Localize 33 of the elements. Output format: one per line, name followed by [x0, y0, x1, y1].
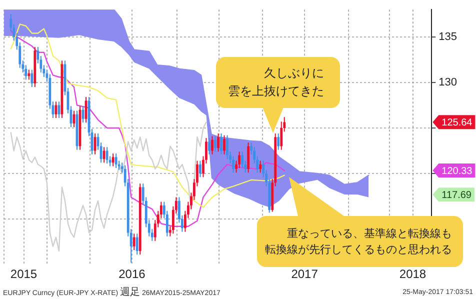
candlestick	[136, 233, 138, 256]
candlestick	[217, 132, 220, 152]
annotation: 重なっている、基準線と転換線も転換線が先行してくるものと思われる	[264, 226, 453, 258]
y-tick-label: 135	[438, 30, 458, 43]
candlestick	[30, 69, 34, 88]
candlestick	[241, 151, 244, 169]
candlestick	[199, 160, 202, 178]
x-tick-label: 2016	[118, 267, 146, 282]
x-tick-label: 2017	[291, 267, 318, 282]
candlestick	[220, 132, 222, 155]
candlestick	[214, 136, 216, 152]
candlestick	[208, 138, 210, 155]
candlestick	[112, 152, 114, 167]
candlestick	[259, 160, 262, 174]
candlestick	[247, 142, 250, 174]
candlestick	[226, 134, 228, 160]
annotation: 久しぶりに雲を上抜けてきた	[228, 65, 326, 100]
candlestick	[132, 233, 136, 251]
candlestick	[232, 156, 234, 174]
candlestick	[277, 132, 280, 150]
x-tick-label: 2015	[10, 267, 38, 282]
text: 120.33	[442, 166, 473, 177]
candlestick	[114, 152, 118, 169]
x-tick-label: 2018	[399, 267, 426, 282]
candlestick	[238, 151, 240, 169]
candlestick	[280, 121, 283, 150]
candlestick	[28, 69, 30, 80]
text: 117.69	[442, 190, 472, 201]
candlestick	[24, 64, 28, 80]
candlestick	[211, 136, 214, 155]
candlestick	[223, 134, 226, 155]
text: 125.64	[442, 117, 473, 128]
y-tick-label: 130	[438, 76, 458, 88]
